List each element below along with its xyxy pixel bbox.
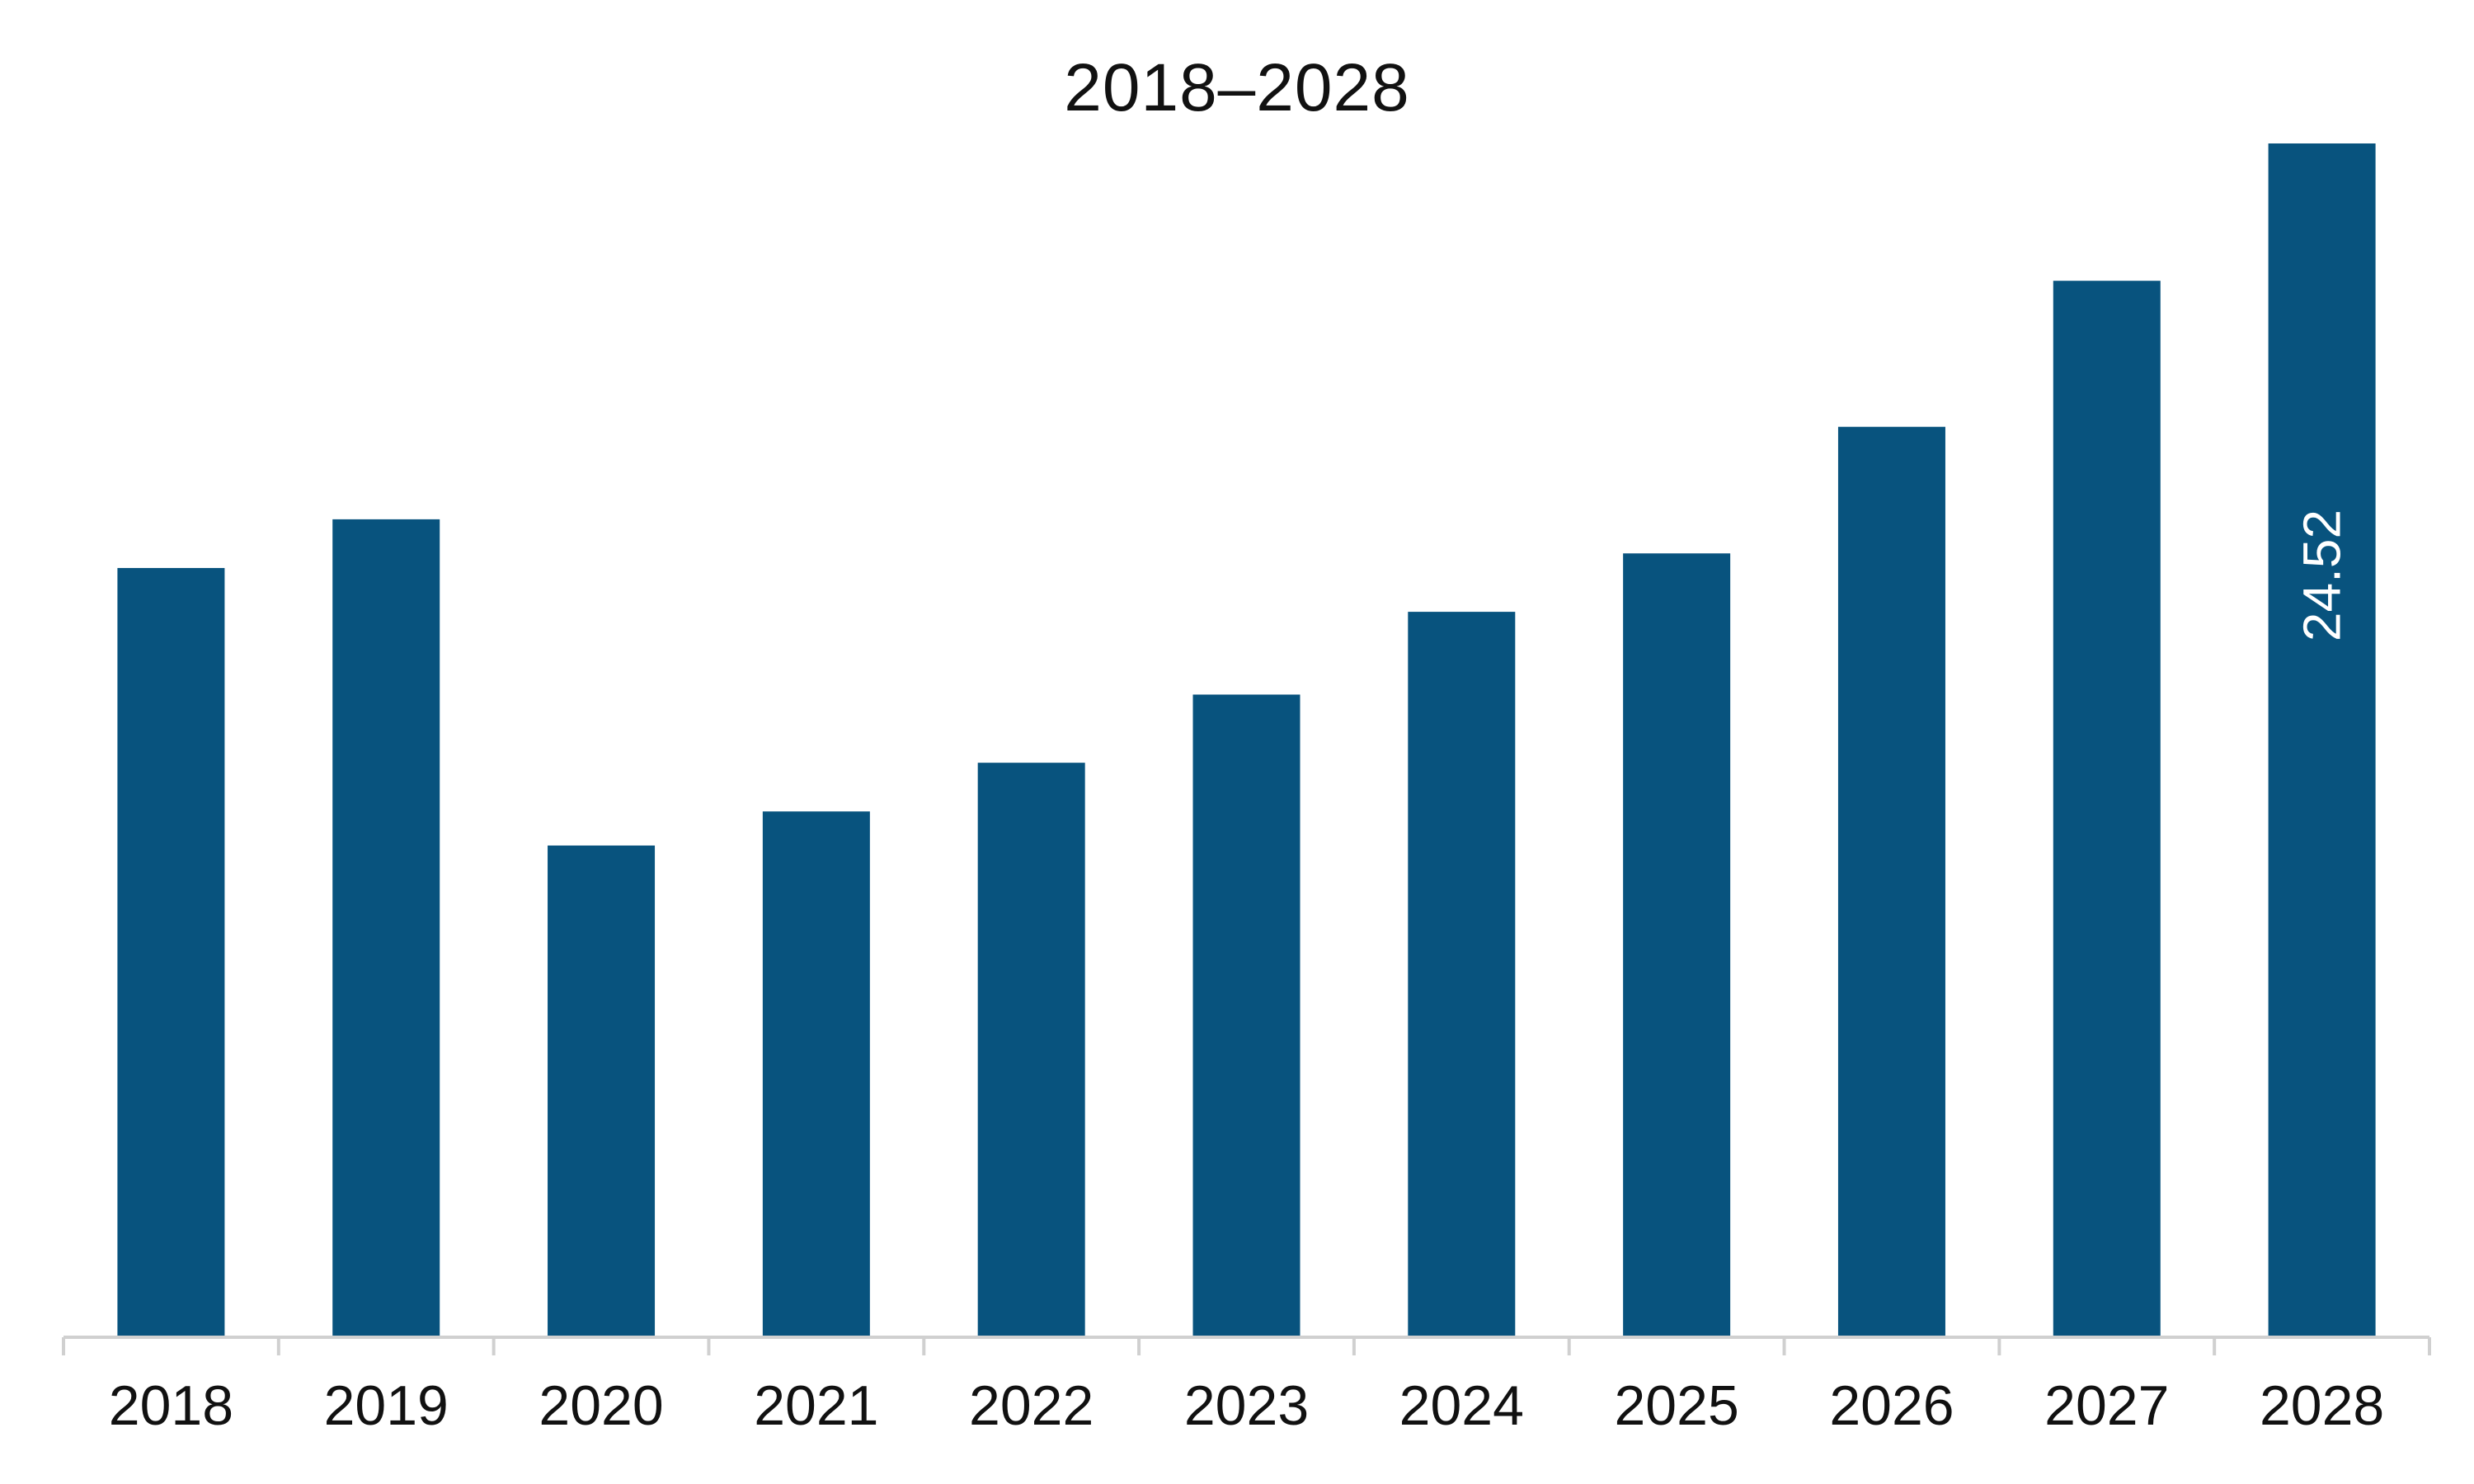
x-tick-label-2026: 2026 [1829,1374,1954,1437]
x-tick-label-2027: 2027 [2044,1374,2169,1437]
bar-2022 [977,763,1085,1337]
x-axis: 2018 2019 2020 2021 2022 2023 2024 2025 2026 2027… [62,1336,2431,1437]
bar-2026 [1837,426,1945,1337]
bar-2021 [762,811,870,1337]
bar-2020 [548,845,656,1337]
x-tick-label-2028: 2028 [2260,1374,2384,1437]
x-tick-label-2024: 2024 [1399,1374,1524,1437]
bar-2028 [2268,143,2376,1337]
x-tick-label-2020: 2020 [539,1374,663,1437]
bar-2018 [117,567,225,1337]
x-tick-label-2018: 2018 [109,1374,233,1437]
bar-2023 [1192,694,1300,1337]
x-tick-label-2021: 2021 [754,1374,878,1437]
bar-2025 [1623,553,1731,1337]
bar-2027 [2053,280,2161,1338]
x-tick-label-2025: 2025 [1614,1374,1738,1437]
chart-title: 2018–2028 [1064,50,1410,125]
x-tick-label-2022: 2022 [969,1374,1094,1437]
bars: 24.52 [117,143,2376,1338]
data-label-2028: 24.52 [2293,510,2352,641]
bar-2019 [332,519,440,1337]
x-tick-label-2023: 2023 [1184,1374,1309,1437]
bar-2024 [1408,612,1516,1337]
x-tick-label-2019: 2019 [324,1374,449,1437]
